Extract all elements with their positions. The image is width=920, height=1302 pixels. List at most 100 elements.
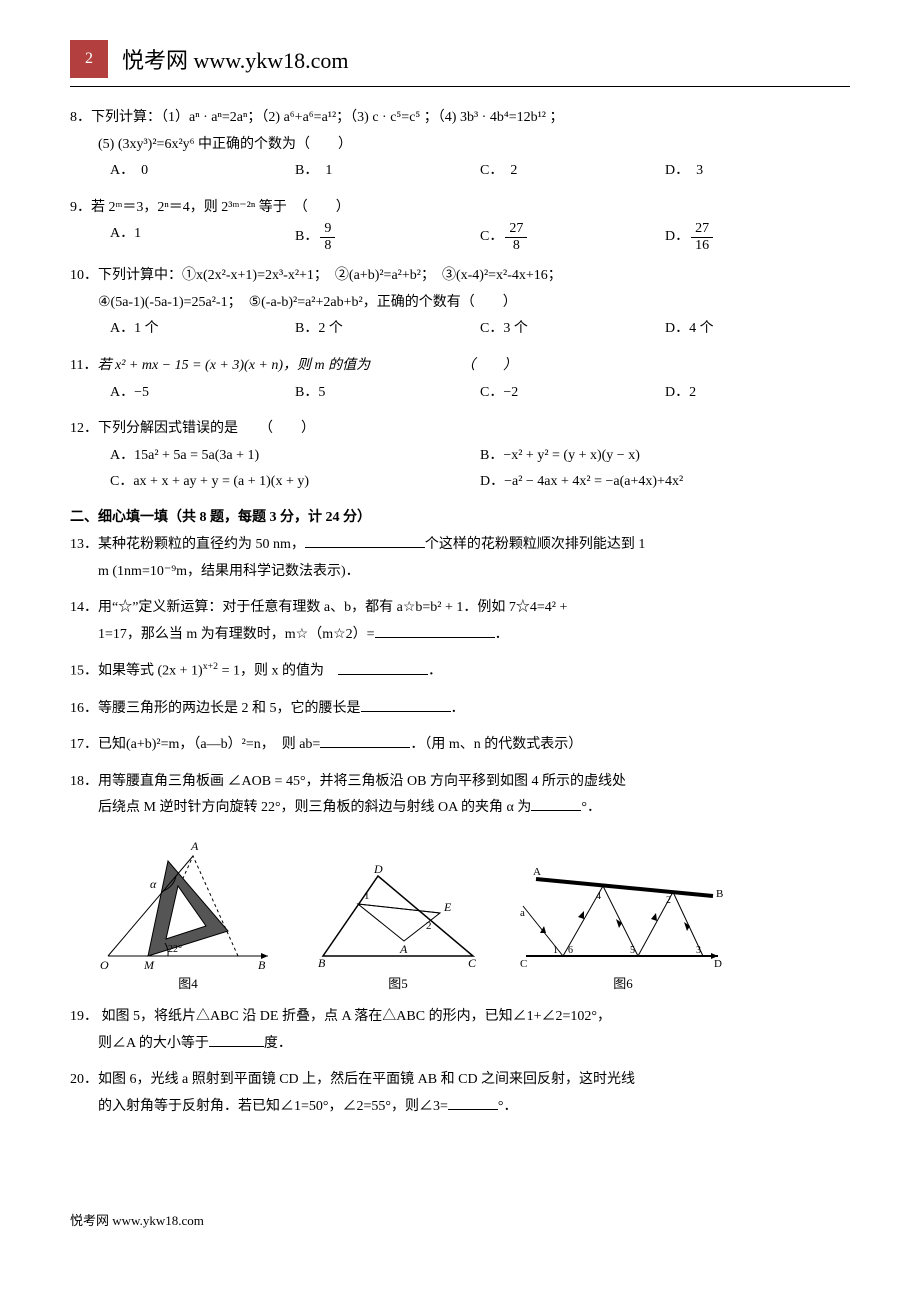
q20-line2: 的入射角等于反射角．若已知∠1=50°，∠2=55°，则∠3=°． [70,1094,850,1121]
question-10: 10．下列计算中：①x(2x²-x+1)=2x³-x²+1； ②(a+b)²=a… [70,263,850,343]
q18-line2: 后绕点 M 逆时针方向旋转 22°，则三角板的斜边与射线 OA 的夹角 α 为 °… [70,795,850,822]
q10-num: 10． [70,268,98,283]
page-header: 2 悦考网 www.ykw18.com [70,40,850,78]
q14-line2: 1=17，那么当 m 为有理数时，m☆（m☆2）= ． [70,622,850,649]
q8-choices: A． 0 B． 1 C． 2 D． 3 [70,158,850,185]
q18-blank [531,798,581,812]
q18-line1: 18．用等腰直角三角板画 ∠AOB = 45°，并将三角板沿 OB 方向平移到如… [70,769,850,796]
q9-c-num: 27 [505,221,527,237]
fig5-C: C [468,956,477,970]
fig6-B: B [716,888,723,900]
q16-num: 16． [70,701,98,716]
q11-choice-a: A．−5 [110,380,295,407]
q15-line1: 15．如果等式 (2x + 1)x+2 = 1，则 x 的值为 ． [70,658,850,685]
q9-b-den: 8 [320,238,335,253]
q9-b-num: 9 [320,221,335,237]
q15-blank [338,661,428,675]
q12-row1: A．15a² + 5a = 5a(3a + 1) B．−x² + y² = (y… [70,443,850,470]
figure-4: A B O M α 22° 图4 [98,836,278,992]
q16-b: ． [451,701,465,716]
page-root: 2 悦考网 www.ykw18.com 8．下列计算：（1）aⁿ · aⁿ=2a… [0,0,920,1269]
q19-blank [209,1033,264,1047]
q19-b: 则∠A 的大小等于 [98,1036,209,1051]
q11-choice-b: B．5 [295,380,480,407]
q18-b: 后绕点 M 逆时针方向旋转 22°，则三角板的斜边与射线 OA 的夹角 α 为 [98,800,531,815]
q14-a: 用“☆”定义新运算：对于任意有理数 a、b，都有 a☆b=b² + 1．例如 7… [98,600,567,615]
q15-exp: x+2 [203,661,218,672]
q8-choice-b: B． 1 [295,158,480,185]
fig6-6: 6 [568,945,573,956]
fig4-B: B [258,958,266,971]
figure-5: D B C E A 1 2 图5 [308,861,488,992]
q10-stem2: ④(5a-1)(-5a-1)=25a²-1； ⑤(-a-b)²=a²+2ab+b… [70,290,850,317]
q10-choice-a: A．1 个 [110,316,295,343]
q17-num: 17． [70,737,98,752]
q12-line1: 12．下列分解因式错误的是 （ ） [70,416,850,443]
fig6-a: a [520,907,525,919]
q16-line1: 16．等腰三角形的两边长是 2 和 5，它的腰长是． [70,696,850,723]
q15-c: ． [428,664,442,679]
q14-num: 14． [70,600,98,615]
q9-c-den: 8 [505,238,527,253]
q14-blank [375,624,495,638]
figure-6-label: 图6 [613,973,633,992]
q16-blank [361,698,451,712]
q9-c-frac: 278 [505,221,527,253]
fig5-2: 2 [426,920,432,932]
question-9: 9．若 2ᵐ＝3，2ⁿ＝4，则 2³ᵐ⁻²ⁿ 等于 （ ） A．1 B．98 C… [70,195,850,253]
q19-line2: 则∠A 的大小等于度． [70,1031,850,1058]
q18-num: 18． [70,774,98,789]
q9-stem: 若 2ᵐ＝3，2ⁿ＝4，则 2³ᵐ⁻²ⁿ 等于 （ ） [91,200,350,215]
q13-blank [305,534,425,548]
q17-a: 已知(a+b)²=m，（a—b）²=n， 则 ab= [98,737,320,752]
q8-choice-c: C． 2 [480,158,665,185]
q9-choices: A．1 B．98 C．278 D．2716 [70,221,850,253]
site-title: 悦考网 www.ykw18.com [122,43,349,75]
q15-b: = 1，则 x 的值为 [218,664,338,679]
q9-c-pre: C． [480,229,503,244]
q8-line2: (5) (3xy³)²=6x²y⁶ 中正确的个数为（ ） [70,132,850,159]
q17-blank [320,735,410,749]
q11-line1: 11．若 x² + mx − 15 = (x + 3)(x + n)，则 m 的… [70,353,850,380]
fig5-1: 1 [364,890,370,902]
q9-choice-a: A．1 [110,221,295,253]
q18-c: °． [581,800,601,815]
question-20: 20．如图 6，光线 a 照射到平面镜 CD 上，然后在平面镜 AB 和 CD … [70,1067,850,1120]
q9-d-pre: D． [665,229,689,244]
q14-line1: 14．用“☆”定义新运算：对于任意有理数 a、b，都有 a☆b=b² + 1．例… [70,595,850,622]
fig6-D: D [714,958,722,970]
section-2-heading: 二、细心填一填（共 8 题，每题 3 分，计 24 分） [70,506,850,526]
fig6-A: A [533,866,541,878]
figure-4-label: 图4 [178,973,198,992]
page-number-badge: 2 [70,40,108,78]
fig6-3: 3 [696,945,701,956]
q8-num: 8． [70,110,91,125]
page-footer: 悦考网 www.ykw18.com [70,1210,850,1229]
q12-num: 12． [70,421,98,436]
q10-choice-c: C．3 个 [480,316,665,343]
header-divider [70,86,850,87]
q9-choice-d: D．2716 [665,221,850,253]
q10-choices: A．1 个 B．2 个 C．3 个 D．4 个 [70,316,850,343]
q13-num: 13． [70,537,98,552]
q12-choice-a: A．15a² + 5a = 5a(3a + 1) [110,443,480,470]
q9-d-num: 27 [691,221,713,237]
q9-b-pre: B． [295,229,318,244]
q8-choice-a: A． 0 [110,158,295,185]
q9-choice-b: B．98 [295,221,480,253]
q20-b: 的入射角等于反射角．若已知∠1=50°，∠2=55°，则∠3= [98,1099,448,1114]
question-12: 12．下列分解因式错误的是 （ ） A．15a² + 5a = 5a(3a + … [70,416,850,496]
figure-5-label: 图5 [388,973,408,992]
q19-num: 19． [70,1009,98,1024]
question-14: 14．用“☆”定义新运算：对于任意有理数 a、b，都有 a☆b=b² + 1．例… [70,595,850,648]
q13-c: m (1nm=10⁻⁹m，结果用科学记数法表示)． [70,559,850,586]
fig5-B: B [318,956,326,970]
fig4-22: 22° [168,944,182,955]
q15-a: 如果等式 (2x + 1) [98,664,203,679]
question-16: 16．等腰三角形的两边长是 2 和 5，它的腰长是． [70,696,850,723]
q8-choice-d: D． 3 [665,158,850,185]
q14-c: ． [495,627,509,642]
q10-line1: 10．下列计算中：①x(2x²-x+1)=2x³-x²+1； ②(a+b)²=a… [70,263,850,290]
q19-a: 如图 5，将纸片△ABC 沿 DE 折叠，点 A 落在△ABC 的形内，已知∠1… [98,1009,611,1024]
q14-b: 1=17，那么当 m 为有理数时，m☆（m☆2）= [98,627,375,642]
